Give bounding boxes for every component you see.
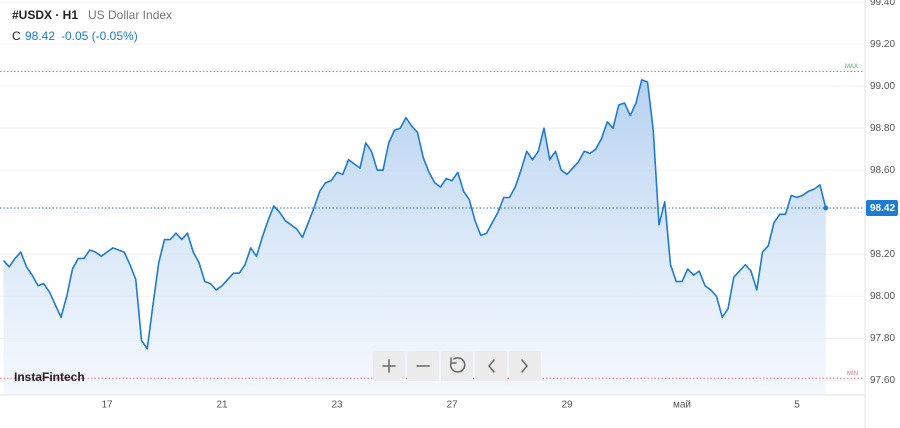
price-line [2, 79, 827, 350]
y-tick-label: 98.20 [870, 249, 895, 260]
y-tick-label: 99.40 [870, 0, 895, 8]
reset-icon [449, 357, 466, 373]
last-point [823, 205, 829, 211]
x-tick-label: 29 [561, 400, 573, 411]
current-price-label: 98.42 [870, 203, 895, 214]
max-label: MAX [845, 64, 858, 70]
right-icon [521, 359, 528, 373]
zoom-controls [373, 351, 541, 381]
y-tick-label: 97.60 [870, 375, 895, 386]
x-tick-label: 27 [446, 400, 458, 411]
instrument-name: US Dollar Index [88, 8, 172, 22]
x-tick-label: 5 [794, 400, 800, 411]
close-label: C [12, 29, 21, 43]
y-tick-label: 98.60 [870, 165, 895, 176]
change-value: -0.05 (-0.05%) [61, 29, 138, 43]
current-price-box [866, 200, 898, 217]
y-tick-label: 98.80 [870, 123, 895, 134]
y-tick-label: 98.00 [870, 291, 895, 302]
close-value: 98.42 [25, 29, 55, 43]
scroll-right-button[interactable] [509, 351, 541, 381]
y-tick-label: 97.80 [870, 333, 895, 344]
symbol: #USDX · H1 [12, 8, 78, 22]
reset-button[interactable] [441, 351, 473, 381]
plus-icon [382, 359, 396, 373]
min-label: MIN [847, 371, 858, 377]
y-tick-label: 99.00 [870, 81, 895, 92]
x-tick-label: 17 [101, 400, 113, 411]
scroll-left-button[interactable] [475, 351, 507, 381]
x-tick-label: 21 [216, 400, 228, 411]
x-tick-label: 23 [331, 400, 343, 411]
y-tick-label: 99.20 [870, 39, 895, 50]
logo: InstaFintech [14, 370, 85, 384]
x-tick-label: май [673, 400, 691, 411]
left-icon [488, 359, 495, 373]
area-fill [3, 79, 826, 395]
